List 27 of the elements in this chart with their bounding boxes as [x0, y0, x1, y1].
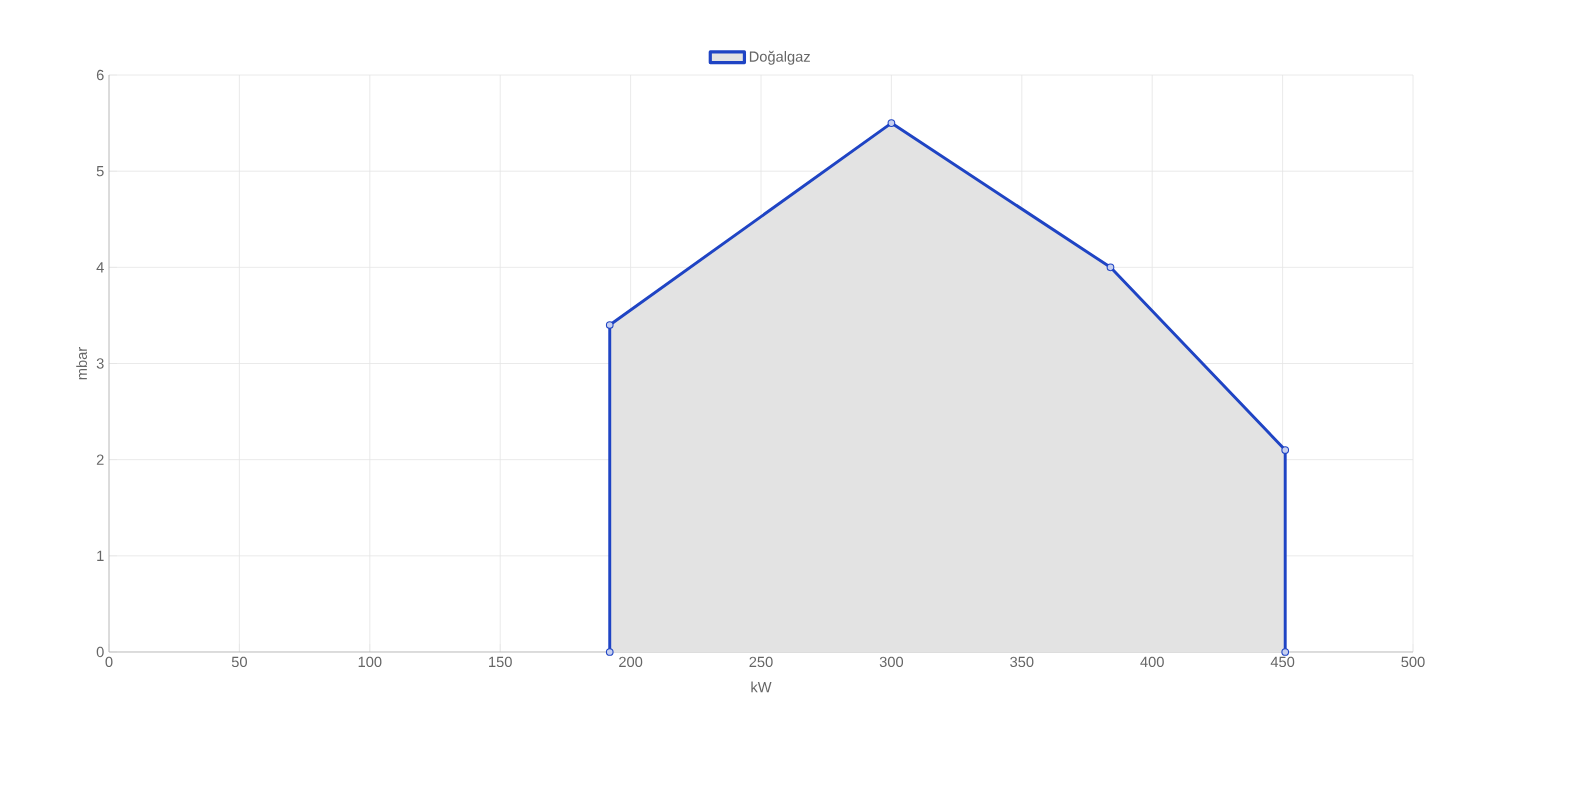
y-tick-label: 2 — [96, 454, 104, 465]
x-tick-label: 50 — [231, 656, 247, 668]
y-tick-label: 3 — [96, 358, 104, 369]
y-axis-title: mbar — [76, 347, 87, 380]
y-tick-label: 4 — [96, 262, 104, 273]
point — [1281, 446, 1290, 454]
x-tick-label: 200 — [619, 656, 643, 668]
x-tick-label: 450 — [1270, 656, 1295, 668]
x-axis-title: kW — [751, 681, 772, 693]
x-tick-label: 300 — [879, 656, 904, 668]
legend-label: Doğalgaz — [749, 50, 810, 65]
x-tick-label: 400 — [1140, 656, 1164, 668]
point — [887, 119, 896, 127]
point — [1106, 263, 1115, 272]
y-tick-label: 0 — [96, 646, 104, 658]
y-tick-label: 5 — [96, 166, 104, 177]
y-tick-label: 1 — [97, 550, 104, 561]
x-tick-label: 100 — [358, 656, 382, 668]
point — [605, 321, 614, 329]
x-tick-label: 250 — [749, 656, 773, 668]
x-tick-label: 150 — [489, 656, 512, 668]
point — [605, 648, 614, 656]
x-tick-label: 500 — [1401, 656, 1425, 668]
point — [1281, 648, 1290, 656]
x-tick-label: 0 — [105, 656, 113, 668]
x-tick-label: 350 — [1010, 656, 1034, 668]
y-tick-label: 6 — [96, 69, 104, 81]
